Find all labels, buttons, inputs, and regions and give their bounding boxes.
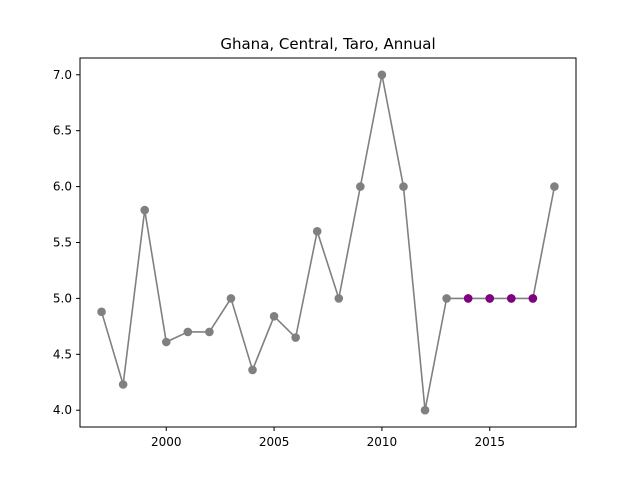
x-tick-label: 2000 (151, 435, 182, 449)
data-point (118, 380, 128, 389)
data-point (550, 182, 559, 191)
plot-frame (79, 57, 577, 428)
x-tick-label: 2015 (474, 435, 505, 449)
data-point (183, 327, 193, 337)
y-tick-label: 6.5 (53, 124, 72, 138)
data-point (226, 294, 236, 303)
x-tick-label: 2005 (259, 435, 290, 449)
highlight-point (485, 294, 495, 303)
highlight-point (463, 294, 473, 303)
series-line-0 (100, 74, 556, 411)
y-tick-label: 4.5 (53, 347, 72, 361)
data-point (312, 227, 322, 236)
data-point (161, 337, 171, 347)
chart-title: Ghana, Central, Taro, Annual (220, 35, 435, 53)
data-point (269, 312, 279, 321)
data-point (420, 405, 430, 415)
data-point (140, 205, 149, 215)
highlight-point (528, 294, 538, 303)
y-tick-label: 5.0 (53, 291, 72, 305)
axes: 2000 2005 2010 2015 4.0 4.5 5.0 5.5 6.0 6.5 7.0 (53, 68, 505, 449)
data-point (205, 327, 214, 337)
y-tick-label: 7.0 (53, 68, 72, 82)
data-point (334, 294, 344, 303)
data-point (442, 294, 451, 303)
highlight-point (507, 294, 516, 303)
data-point (377, 70, 387, 80)
y-tick-label: 6.0 (53, 180, 72, 194)
data-point (399, 182, 408, 191)
data-point (356, 182, 365, 191)
x-tick-label: 2010 (367, 435, 398, 449)
data-point (248, 365, 257, 375)
plot-area (79, 57, 577, 428)
y-tick-label: 4.0 (53, 403, 72, 417)
data-point (291, 333, 300, 342)
y-tick-label: 5.5 (53, 236, 72, 250)
data-point (97, 307, 106, 317)
series-layer (97, 70, 559, 415)
